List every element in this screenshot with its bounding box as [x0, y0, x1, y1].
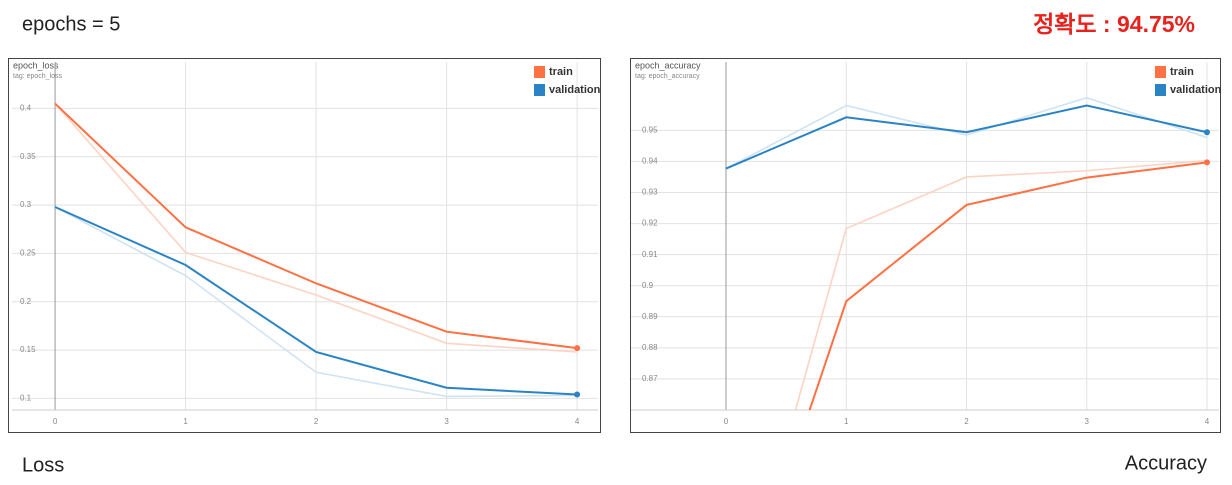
plot-area	[725, 96, 1210, 410]
y-tick-label: 0.15	[20, 345, 36, 354]
accuracy-caption: Accuracy	[1125, 452, 1207, 474]
panel	[8, 58, 601, 433]
y-tick-label: 0.89	[642, 312, 658, 321]
end-point	[574, 345, 581, 352]
y-tick-label: 0.4	[20, 104, 32, 113]
chart-title: epoch_loss	[13, 60, 59, 70]
x-tick-label: 4	[1205, 417, 1210, 426]
series-line	[54, 206, 578, 398]
x-tick-label: 2	[314, 417, 319, 426]
chart-subtitle: tag: epoch_accuracy	[635, 73, 700, 80]
y-tick-label: 0.1	[20, 394, 32, 403]
legend-swatch	[534, 66, 545, 78]
x-tick-label: 2	[964, 417, 969, 426]
series-line	[54, 102, 578, 350]
legend-label: train	[549, 66, 573, 78]
x-tick-label: 3	[1085, 417, 1090, 426]
series-line	[808, 161, 1208, 410]
chart-title: epoch_accuracy	[635, 60, 701, 70]
y-tick-label: 0.35	[20, 152, 36, 161]
series-line	[54, 206, 578, 396]
loss-caption: Loss	[22, 454, 64, 476]
y-tick-label: 0.2	[20, 297, 32, 306]
y-tick-label: 0.87	[642, 374, 658, 383]
end-point	[1203, 129, 1210, 136]
x-tick-label: 0	[53, 417, 58, 426]
legend-label: validation	[549, 84, 601, 96]
y-tick-label: 0.3	[20, 200, 32, 209]
end-point	[574, 391, 581, 398]
epochs-label: epochs = 5	[22, 13, 120, 35]
series-line	[725, 96, 1208, 170]
x-tick-label: 0	[724, 417, 729, 426]
y-tick-label: 0.95	[642, 125, 658, 134]
plot-area	[54, 102, 581, 398]
legend-label: validation	[1170, 84, 1222, 96]
x-tick-label: 1	[183, 417, 188, 426]
legend-label: train	[1170, 66, 1194, 78]
y-tick-label: 0.25	[20, 249, 36, 258]
legend-swatch	[1155, 84, 1166, 96]
series-line	[54, 103, 578, 353]
series-line	[794, 159, 1208, 410]
legend-swatch	[1155, 66, 1166, 78]
y-tick-label: 0.91	[642, 250, 658, 259]
x-tick-label: 1	[844, 417, 849, 426]
chart-subtitle: tag: epoch_loss	[13, 73, 63, 80]
accuracy-label: 정확도 : 94.75%	[1033, 11, 1195, 37]
y-tick-label: 0.92	[642, 219, 658, 228]
series-line	[725, 104, 1208, 170]
legend-swatch	[534, 84, 545, 96]
y-tick-label: 0.88	[642, 343, 658, 352]
panel	[630, 58, 1221, 433]
x-tick-label: 3	[444, 417, 449, 426]
y-tick-label: 0.93	[642, 188, 658, 197]
y-tick-label: 0.9	[642, 281, 654, 290]
end-point	[1203, 159, 1210, 166]
y-tick-label: 0.94	[642, 157, 658, 166]
x-tick-label: 4	[575, 417, 580, 426]
